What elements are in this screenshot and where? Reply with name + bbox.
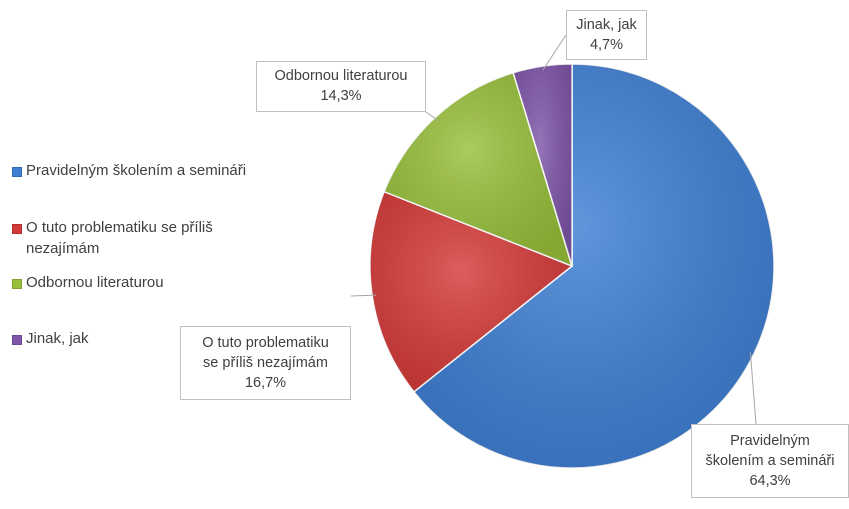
leader-line — [542, 34, 567, 71]
pie-slices — [369, 63, 775, 469]
legend-item: O tuto problematiku se příliš nezajímám — [12, 217, 262, 259]
data-label-pravidelnym: Pravidelným školením a semináři 64,3% — [691, 424, 849, 498]
legend-item: Odbornou literaturou — [12, 272, 262, 293]
pie-slice-shading — [513, 64, 572, 266]
legend-item: Pravidelným školením a semináři — [12, 160, 262, 181]
data-label-line: 4,7% — [589, 37, 624, 53]
legend-label: Odbornou literaturou — [26, 274, 164, 291]
data-label-line: se příliš nezajímám — [203, 355, 328, 371]
legend-label: O tuto problematiku se příliš nezajímám — [26, 219, 213, 257]
leader-line — [425, 111, 439, 121]
data-label-line: 14,3% — [320, 88, 362, 104]
pie-slice-shading — [370, 191, 572, 392]
data-label-line: 64,3% — [749, 473, 791, 489]
legend-item: Jinak, jak — [12, 328, 262, 349]
data-label-nezajimam: O tuto problematiku se příliš nezajímám … — [180, 326, 351, 400]
data-label-line: 16,7% — [244, 375, 287, 391]
data-label-line: Odbornou literaturou — [274, 68, 408, 84]
pie-slice-shading — [384, 72, 572, 266]
data-label-line: Pravidelným — [730, 433, 810, 449]
leader-line — [350, 294, 377, 297]
data-label-line: školením a semináři — [705, 453, 835, 469]
legend-label: Pravidelným školením a semináři — [26, 162, 247, 179]
leader-lines — [350, 34, 757, 425]
legend-label: Jinak, jak — [26, 330, 89, 347]
legend-swatch — [12, 279, 22, 289]
pie-slice-shading — [413, 64, 775, 469]
data-label-jinak: Jinak, jak 4,7% — [566, 10, 647, 60]
legend-swatch — [12, 224, 22, 234]
data-label-line: Jinak, jak — [576, 17, 637, 33]
legend-swatch — [12, 335, 22, 345]
data-label-line: O tuto problematiku — [202, 335, 329, 351]
data-label-odbornou: Odbornou literaturou 14,3% — [256, 61, 426, 112]
legend-swatch — [12, 167, 22, 177]
leader-line — [749, 351, 757, 425]
